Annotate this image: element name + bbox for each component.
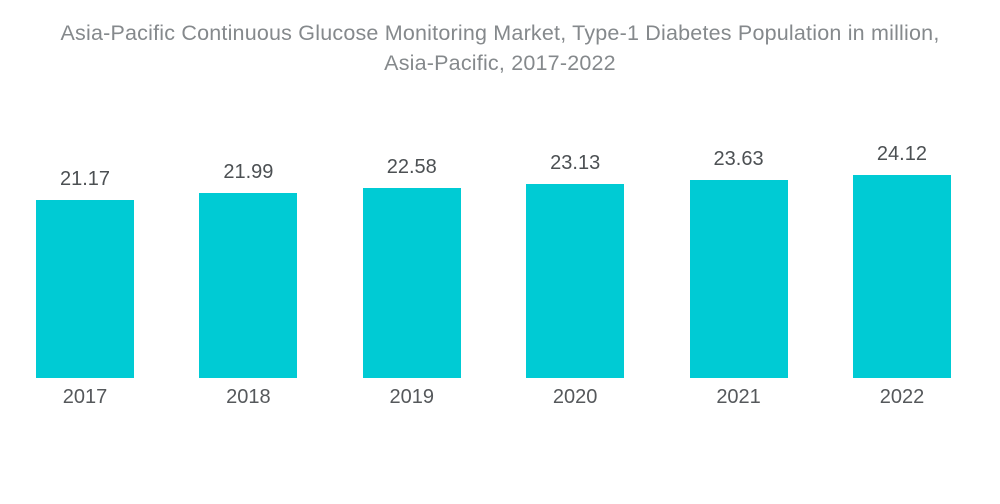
bar-value-label: 22.58 xyxy=(386,156,437,179)
bar-value-label: 21.17 xyxy=(59,168,111,191)
x-axis-label-2020: 2020 xyxy=(552,386,598,408)
x-axis-label-2019: 2019 xyxy=(389,386,435,408)
x-axis-label-2017: 2017 xyxy=(62,386,108,408)
x-axis-label-2022: 2022 xyxy=(879,386,925,408)
bar-column-2022: 24.12 xyxy=(852,143,951,378)
chart-title-line-1: Asia-Pacific Continuous Glucose Monitori… xyxy=(60,21,940,45)
x-axis-label-2021: 2021 xyxy=(716,386,761,408)
bar-column-2019: 22.58 xyxy=(362,156,461,378)
bar-value-label: 23.13 xyxy=(550,151,601,174)
x-axis: 2017 2018 2019 2020 2021 2022 xyxy=(0,386,1000,409)
x-axis-label-2018: 2018 xyxy=(226,386,271,408)
bar-column-2020: 23.13 xyxy=(526,151,625,378)
bar-2017 xyxy=(36,200,134,378)
bar-column-2021: 23.63 xyxy=(689,147,788,378)
bar-2018 xyxy=(199,193,298,378)
bar-2022 xyxy=(852,175,951,378)
bar-value-label: 24.12 xyxy=(876,143,927,166)
bar-column-2018: 21.99 xyxy=(199,161,298,378)
bar-column-2017: 21.17 xyxy=(36,168,134,378)
bar-value-label: 23.63 xyxy=(713,147,764,170)
bar-2019 xyxy=(362,188,461,378)
chart-title: Asia-Pacific Continuous Glucose Monitori… xyxy=(0,18,1000,78)
bar-2021 xyxy=(689,179,788,378)
bar-chart-plot-area: 21.17 21.99 22.58 23.13 23.63 24.12 xyxy=(36,143,951,378)
bar-2020 xyxy=(526,183,625,378)
bar-value-label: 21.99 xyxy=(223,161,274,184)
chart-title-line-2: Asia-Pacific, 2017-2022 xyxy=(384,51,616,75)
